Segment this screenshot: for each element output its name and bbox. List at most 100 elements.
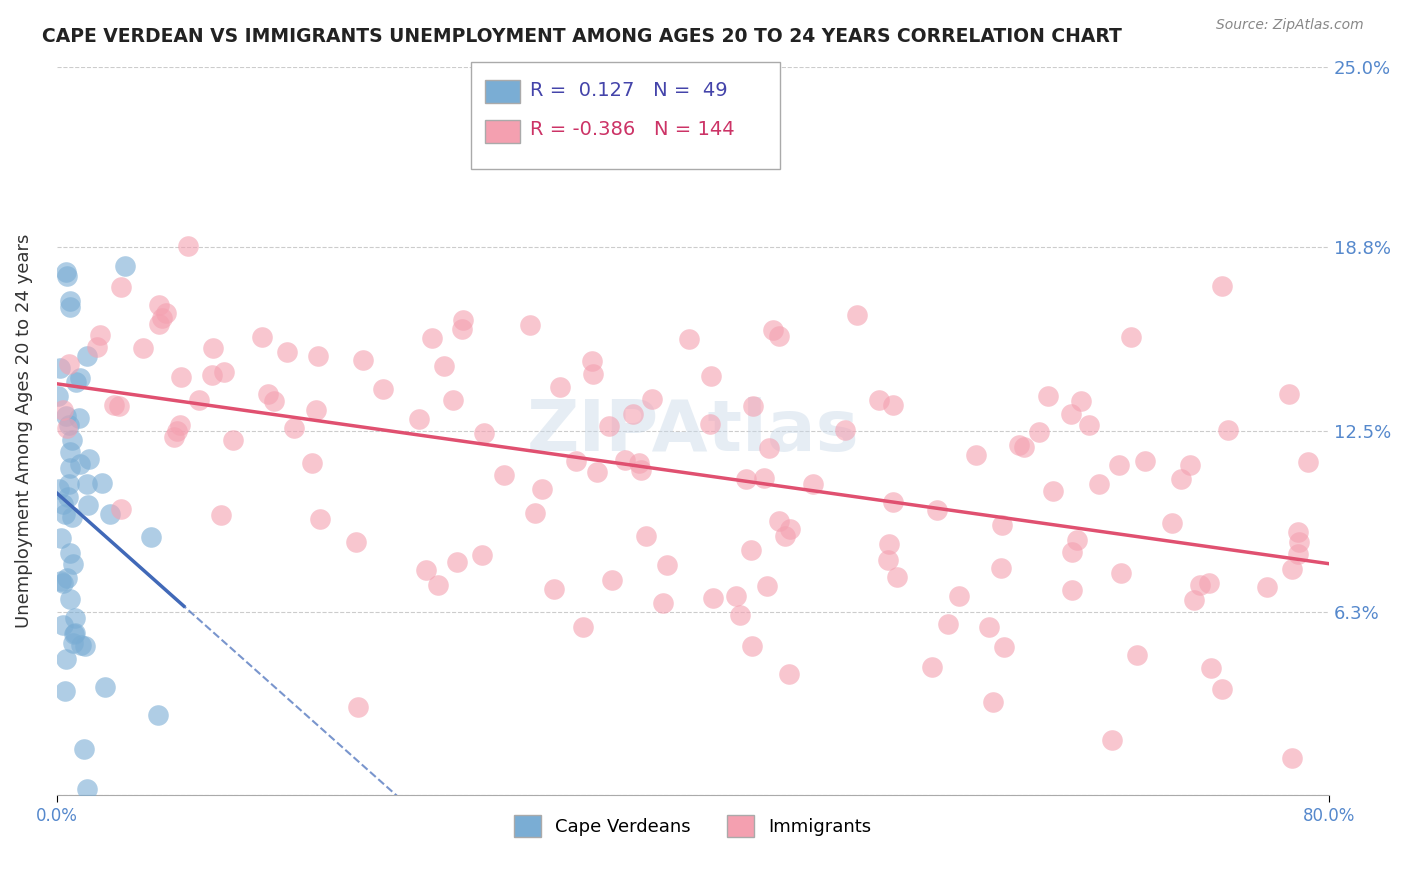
Immigrants: [344, 534, 367, 549]
Immigrants: [1281, 562, 1303, 576]
Immigrants: [305, 402, 328, 417]
Immigrants: [1170, 472, 1192, 486]
Immigrants: [1161, 516, 1184, 530]
Immigrants: [148, 317, 170, 331]
Immigrants: [564, 454, 586, 468]
Immigrants: [598, 419, 620, 434]
Immigrants: [571, 620, 593, 634]
Immigrants: [1060, 407, 1083, 421]
Immigrants: [621, 407, 644, 421]
Immigrants: [415, 563, 437, 577]
Text: R =  0.127   N =  49: R = 0.127 N = 49: [530, 81, 728, 101]
Immigrants: [724, 589, 747, 603]
Immigrants: [1256, 581, 1278, 595]
Cape Verdeans: [58, 477, 80, 491]
Cape Verdeans: [67, 411, 90, 425]
Immigrants: [779, 522, 801, 536]
Cape Verdeans: [93, 681, 115, 695]
Immigrants: [1288, 534, 1310, 549]
Immigrants: [1286, 524, 1309, 539]
Immigrants: [1126, 648, 1149, 663]
Immigrants: [441, 393, 464, 408]
Cape Verdeans: [62, 557, 84, 571]
Cape Verdeans: [139, 530, 162, 544]
Immigrants: [519, 318, 541, 333]
Immigrants: [768, 328, 790, 343]
Immigrants: [1070, 394, 1092, 409]
Immigrants: [657, 558, 679, 572]
Immigrants: [170, 370, 193, 384]
Cape Verdeans: [73, 640, 96, 654]
Immigrants: [678, 331, 700, 345]
Immigrants: [1178, 458, 1201, 472]
Cape Verdeans: [46, 389, 69, 403]
Immigrants: [1062, 583, 1084, 598]
Cape Verdeans: [59, 545, 82, 559]
Cape Verdeans: [58, 490, 80, 504]
Immigrants: [201, 368, 224, 383]
Immigrants: [699, 417, 721, 431]
Immigrants: [882, 495, 904, 509]
Immigrants: [58, 357, 80, 371]
Immigrants: [276, 345, 298, 359]
Immigrants: [89, 327, 111, 342]
Immigrants: [877, 537, 900, 551]
Immigrants: [1036, 389, 1059, 403]
Immigrants: [702, 591, 724, 606]
Immigrants: [250, 330, 273, 344]
Immigrants: [188, 393, 211, 408]
Immigrants: [110, 502, 132, 516]
Cape Verdeans: [52, 617, 75, 632]
Cape Verdeans: [55, 268, 77, 283]
Immigrants: [1216, 423, 1239, 437]
Immigrants: [1062, 545, 1084, 559]
Immigrants: [877, 553, 900, 567]
Cape Verdeans: [60, 433, 83, 447]
Cape Verdeans: [60, 510, 83, 524]
Cape Verdeans: [90, 476, 112, 491]
Immigrants: [212, 365, 235, 379]
Immigrants: [742, 399, 765, 413]
Immigrants: [1007, 437, 1029, 451]
Immigrants: [1109, 566, 1132, 581]
Immigrants: [52, 403, 75, 417]
Immigrants: [627, 456, 650, 470]
Cape Verdeans: [76, 477, 98, 491]
Immigrants: [471, 548, 494, 562]
Immigrants: [1286, 547, 1309, 561]
Immigrants: [108, 399, 131, 413]
Immigrants: [169, 418, 191, 433]
Cape Verdeans: [59, 460, 82, 475]
Cape Verdeans: [56, 571, 79, 585]
Cape Verdeans: [146, 708, 169, 723]
Immigrants: [762, 323, 785, 337]
Immigrants: [700, 368, 723, 383]
Immigrants: [209, 508, 232, 522]
Cape Verdeans: [63, 626, 86, 640]
Immigrants: [582, 367, 605, 381]
Immigrants: [1042, 484, 1064, 499]
Cape Verdeans: [53, 684, 76, 698]
Immigrants: [600, 573, 623, 587]
Cape Verdeans: [59, 445, 82, 459]
Immigrants: [1199, 661, 1222, 675]
Immigrants: [921, 659, 943, 673]
Immigrants: [651, 596, 673, 610]
Immigrants: [543, 582, 565, 596]
Legend: Cape Verdeans, Immigrants: Cape Verdeans, Immigrants: [506, 808, 879, 845]
Cape Verdeans: [65, 376, 87, 390]
Immigrants: [420, 331, 443, 345]
Immigrants: [110, 280, 132, 294]
Cape Verdeans: [76, 498, 98, 512]
Cape Verdeans: [52, 576, 75, 591]
Immigrants: [882, 398, 904, 412]
Cape Verdeans: [76, 782, 98, 797]
Immigrants: [1101, 733, 1123, 747]
Immigrants: [756, 579, 779, 593]
Immigrants: [585, 466, 607, 480]
Y-axis label: Unemployment Among Ages 20 to 24 years: Unemployment Among Ages 20 to 24 years: [15, 234, 32, 628]
Immigrants: [1296, 455, 1319, 469]
Immigrants: [1133, 453, 1156, 467]
Text: ZIPAtlas: ZIPAtlas: [526, 397, 859, 466]
Immigrants: [948, 590, 970, 604]
